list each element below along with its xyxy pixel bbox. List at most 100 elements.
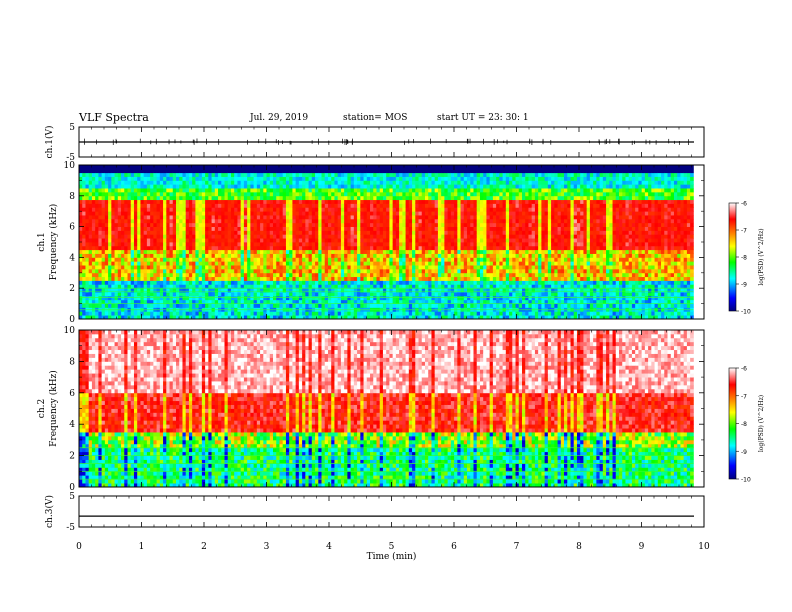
spectrogram-cell: [266, 242, 271, 247]
spectrogram-cell: [253, 203, 258, 208]
spectrogram-cell: [121, 168, 125, 174]
spectrogram-cell: [457, 165, 461, 170]
spectrogram-cell: [247, 238, 251, 243]
spectrogram-cell: [88, 276, 93, 281]
spectrogram-cell: [408, 280, 413, 285]
spectrogram-cell: [95, 215, 99, 220]
spectrogram-cell: [476, 288, 481, 293]
spectrogram-cell: [315, 272, 319, 278]
spectrogram-cell: [331, 230, 335, 235]
spectrogram-cell: [350, 292, 355, 297]
spectrogram-cell: [85, 218, 90, 224]
spectrogram-cell: [382, 303, 387, 308]
spectrogram-cell: [140, 265, 145, 270]
spectrogram-cell: [399, 276, 403, 281]
spectrogram-cell: [256, 168, 261, 174]
spectrogram-cell: [153, 292, 157, 297]
spectrogram-cell: [334, 276, 339, 281]
spectrogram-cell: [95, 218, 99, 224]
spectrogram-cell: [282, 218, 287, 224]
spectrogram-cell: [292, 303, 297, 308]
spectrogram-cell: [224, 315, 229, 320]
spectrogram-cell: [230, 234, 235, 239]
spectrogram-cell: [479, 245, 484, 251]
spectrogram-cell: [130, 191, 135, 197]
spectrogram-cell: [318, 249, 322, 254]
spectrogram-cell: [408, 234, 413, 239]
spectrogram-cell: [130, 188, 135, 193]
spectrogram-cell: [360, 315, 364, 320]
spectrogram-cell: [389, 180, 394, 185]
spectrogram-cell: [295, 195, 300, 201]
spectrogram-cell: [344, 226, 348, 231]
spectrogram-cell: [91, 265, 96, 270]
spectrogram-cell: [240, 288, 245, 293]
spectrogram-cell: [350, 165, 355, 170]
spectrogram-cell: [399, 257, 403, 262]
spectrogram-cell: [260, 265, 264, 270]
spectrogram-cell: [344, 249, 348, 254]
spectrogram-cell: [159, 234, 164, 239]
spectrogram-cell: [114, 280, 119, 285]
spectrogram-cell: [150, 295, 154, 301]
spectrogram-cell: [463, 195, 468, 201]
spectrogram-cell: [211, 218, 216, 224]
spectrogram-cell: [101, 172, 106, 177]
spectrogram-cell: [98, 257, 103, 262]
spectrogram-cell: [324, 257, 329, 262]
spectrogram-cell: [227, 203, 232, 208]
spectrogram-cell: [263, 295, 267, 301]
spectrogram-cell: [156, 238, 161, 243]
spectrogram-cell: [334, 165, 339, 170]
spectrogram-cell: [276, 268, 280, 274]
spectrogram-cell: [386, 199, 390, 204]
spectrogram-cell: [444, 199, 449, 204]
spectrogram-cell: [437, 165, 442, 170]
spectrogram-cell: [234, 265, 238, 270]
spectrogram-cell: [130, 253, 135, 258]
spectrogram-cell: [308, 218, 313, 224]
spectrogram-cell: [163, 268, 167, 274]
spectrogram-cell: [205, 315, 209, 320]
spectrogram-cell: [357, 168, 361, 174]
spectrogram-cell: [153, 253, 157, 258]
spectrogram-cell: [150, 261, 154, 266]
spectrogram-cell: [279, 172, 284, 177]
spectrogram-cell: [389, 226, 394, 231]
spectrogram-cell: [399, 242, 403, 247]
spectrogram-cell: [108, 249, 112, 254]
spectrogram-cell: [370, 280, 374, 285]
spectrogram-cell: [143, 245, 148, 251]
spectrogram-cell: [376, 311, 381, 316]
spectrogram-cell: [382, 172, 387, 177]
spectrogram-cell: [408, 315, 413, 320]
spectrogram-cell: [279, 265, 284, 270]
spectrogram-cell: [95, 180, 99, 185]
spectrogram-cell: [392, 245, 397, 251]
spectrogram-cell: [386, 207, 390, 212]
spectrogram-cell: [253, 292, 258, 297]
spectrogram-cell: [353, 188, 358, 193]
spectrogram-cell: [298, 199, 303, 204]
spectrogram-cell: [114, 303, 119, 308]
spectrogram-cell: [366, 303, 371, 308]
spectrogram-cell: [327, 199, 332, 204]
spectrogram-cell: [176, 226, 180, 231]
spectrogram-cell: [386, 253, 390, 258]
spectrogram-cell: [386, 172, 390, 177]
spectrogram-cell: [247, 284, 251, 289]
spectrogram-cell: [479, 195, 484, 201]
spectrogram-cell: [389, 242, 394, 247]
spectrogram-cell: [460, 295, 465, 301]
spectrogram-cell: [250, 203, 255, 208]
spectrogram-cell: [357, 261, 361, 266]
spectrogram-cell: [279, 230, 284, 235]
spectrogram-cell: [441, 288, 445, 293]
spectrogram-cell: [198, 191, 203, 197]
spectrogram-cell: [108, 195, 112, 201]
spectrogram-cell: [321, 191, 326, 197]
spectrogram-cell: [399, 295, 403, 301]
spectrogram-cell: [195, 288, 200, 293]
spectrogram-cell: [444, 253, 449, 258]
spectrogram-cell: [370, 257, 374, 262]
